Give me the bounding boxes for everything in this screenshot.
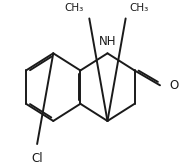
Text: CH₃: CH₃	[64, 3, 84, 13]
Text: O: O	[169, 79, 179, 92]
Text: Cl: Cl	[31, 151, 43, 164]
Text: NH: NH	[99, 35, 116, 48]
Text: CH₃: CH₃	[129, 3, 149, 13]
